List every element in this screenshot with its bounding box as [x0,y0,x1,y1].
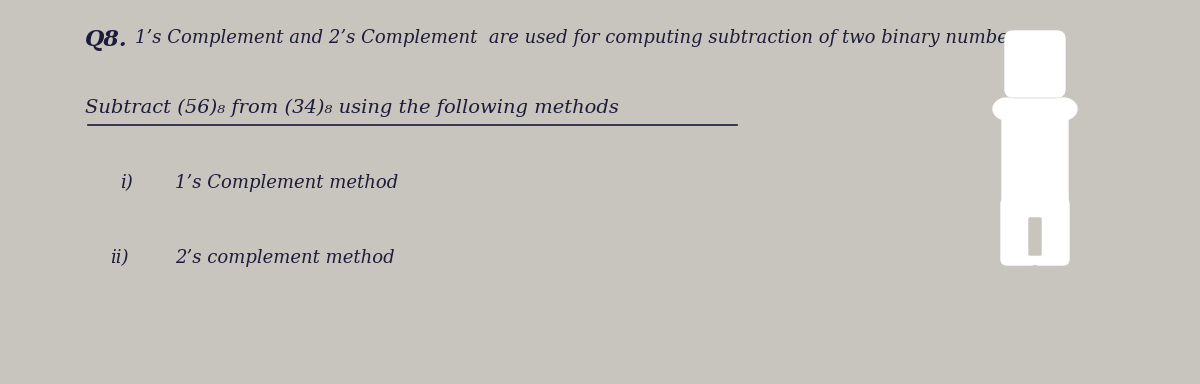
Text: 2’s complement method: 2’s complement method [175,249,395,267]
Ellipse shape [994,98,1021,120]
FancyBboxPatch shape [1033,198,1069,265]
FancyBboxPatch shape [1002,99,1068,214]
Text: 1’s Complement and 2’s Complement  are used for computing subtraction of two bin: 1’s Complement and 2’s Complement are us… [134,29,1032,47]
Text: 1’s Complement method: 1’s Complement method [175,174,398,192]
FancyBboxPatch shape [1030,218,1040,255]
Text: ii): ii) [110,249,128,267]
Ellipse shape [1049,98,1078,120]
Text: Subtract (56)₈ from (34)₈ using the following methods: Subtract (56)₈ from (34)₈ using the foll… [85,99,619,117]
Text: i): i) [120,174,133,192]
FancyBboxPatch shape [1004,31,1064,97]
Text: Q8.: Q8. [85,29,127,51]
FancyBboxPatch shape [1001,198,1037,265]
